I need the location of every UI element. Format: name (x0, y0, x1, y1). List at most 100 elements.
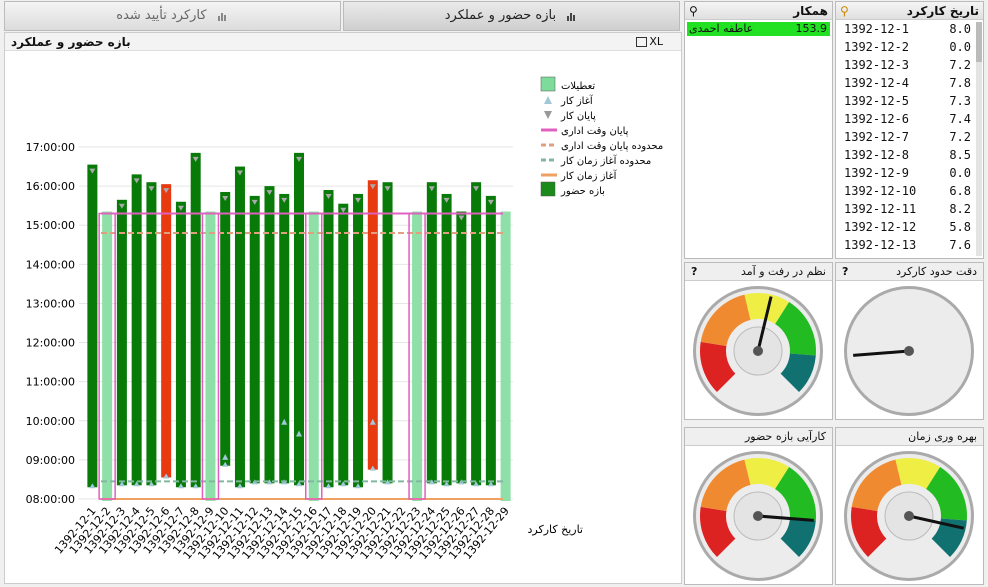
legend-item: آغاز زمان کار (541, 169, 618, 182)
date-list-value: 8.0 (949, 22, 971, 36)
start-marker (89, 483, 96, 489)
date-list-row[interactable]: 1392-12-13 7.6 (836, 236, 975, 254)
chart-header: بازه حضور و عملکرد XL (5, 33, 681, 51)
start-marker (266, 479, 273, 485)
date-list-row[interactable]: 1392-12-6 7.4 (836, 110, 975, 128)
date-list-row[interactable]: 1392-12-7 7.2 (836, 128, 975, 146)
gauge-segment (700, 294, 751, 346)
date-list-value: 7.2 (949, 130, 971, 144)
date-list-value: 5.8 (949, 220, 971, 234)
start-marker (325, 483, 332, 489)
y-tick-label: 09:00:00 (26, 454, 75, 467)
date-list-date: 1392-12-4 (844, 76, 910, 90)
attendance-bar (175, 201, 186, 488)
start-marker (133, 481, 140, 487)
gauge-dial (693, 451, 823, 581)
search-icon[interactable]: ⚲ (689, 4, 698, 18)
date-list-row[interactable]: 1392-12-1 8.0 (836, 20, 975, 38)
date-list-value: 7.2 (949, 58, 971, 72)
start-marker (192, 483, 199, 489)
end-marker (177, 205, 184, 211)
end-marker (222, 195, 229, 201)
help-icon[interactable]: ? (842, 265, 849, 278)
end-marker (281, 197, 288, 203)
gauge-title-bar: دقت حدود کارکرد? (836, 263, 983, 281)
y-tick-label: 12:00:00 (26, 337, 75, 350)
attendance-chart: 08:00:00 09:00:00 10:00:00 11:00:00 12:00:00… (26, 76, 663, 562)
date-list-date: 1392-12-1 (844, 22, 910, 36)
date-list-row[interactable]: 1392-12-4 7.8 (836, 74, 975, 92)
legend-item: محدوده آغاز زمان کار (541, 154, 651, 167)
attendance-bar (456, 211, 467, 484)
attendance-bar (190, 152, 201, 488)
date-list-row[interactable]: 1392-12-11 8.2 (836, 200, 975, 218)
attendance-bar (485, 195, 496, 486)
date-list-row[interactable]: 1392-12-9 0.0 (836, 164, 975, 182)
gauge-segment (775, 467, 816, 521)
start-marker (222, 453, 229, 460)
start-marker (369, 418, 376, 425)
attendance-bar (367, 180, 378, 470)
attendance-bar (441, 193, 452, 486)
start-marker (296, 430, 302, 437)
date-list-row[interactable]: 1392-12-5 7.3 (836, 92, 975, 110)
start-marker (163, 473, 170, 479)
attendance-bar (264, 186, 275, 484)
gauge-title: نظم در رفت و آمد (740, 265, 826, 278)
gauge-title: بهره وری زمان (908, 430, 977, 443)
date-list-value: 7.3 (949, 94, 971, 108)
legend-item: آغاز کار (544, 94, 594, 107)
gauge-segment (744, 458, 790, 489)
colleague-title: همکار (793, 4, 828, 18)
attendance-bar (161, 184, 172, 478)
attendance-bar (279, 193, 290, 484)
attendance-bar (131, 174, 142, 486)
end-marker (369, 184, 376, 190)
tab-approved-work[interactable]: کارکرد تأیید شده (4, 1, 341, 31)
colleague-row[interactable]: عاطفه احمدی 153.9 (687, 22, 830, 36)
tab-attendance-performance[interactable]: بازه حضور و عملکرد (343, 1, 680, 31)
start-marker (428, 479, 435, 485)
start-marker (384, 479, 391, 485)
y-tick-label: 14:00:00 (26, 258, 75, 271)
y-tick-label: 17:00:00 (26, 141, 75, 154)
help-icon[interactable]: ? (691, 265, 698, 278)
end-marker (487, 199, 494, 205)
end-marker (89, 168, 96, 174)
holiday-bar (205, 211, 216, 502)
chart-icon (217, 12, 226, 21)
end-marker (163, 188, 170, 194)
gauge-segment (700, 506, 736, 558)
date-list-row[interactable]: 1392-12-3 7.2 (836, 56, 975, 74)
date-list-row[interactable]: 1392-12-2 0.0 (836, 38, 975, 56)
gauge-title-bar: کارآیی بازه حضور (685, 428, 832, 446)
svg-text:محدوده آغاز زمان کار: محدوده آغاز زمان کار (560, 154, 651, 167)
gauge-dial (844, 451, 974, 581)
start-marker (236, 483, 243, 489)
print-icon[interactable] (636, 37, 647, 47)
y-tick-label: 11:00:00 (26, 376, 75, 389)
date-list-panel: تاریخ کارکرد ⚲ 1392-12-1 8.0 1392-12-2 0.0 1… (835, 1, 984, 259)
excel-export-button[interactable]: XL (649, 35, 663, 48)
date-list-row[interactable]: 1392-12-10 6.8 (836, 182, 975, 200)
date-list-date: 1392-12-7 (844, 130, 910, 144)
end-marker (325, 194, 332, 200)
end-marker (236, 170, 243, 176)
attendance-bar (338, 203, 349, 486)
y-tick-label: 13:00:00 (26, 297, 75, 310)
chart-panel: بازه حضور و عملکرد XL 08:00:00 09:00:00 10… (4, 32, 682, 584)
date-list-row[interactable]: 1392-12-8 8.5 (836, 146, 975, 164)
start-marker (177, 483, 184, 489)
start-marker (296, 481, 302, 487)
end-marker (118, 203, 125, 209)
date-list-value: 7.4 (949, 112, 971, 126)
scrollbar[interactable] (976, 22, 982, 256)
attendance-bar (249, 195, 260, 484)
date-list-date: 1392-12-9 (844, 166, 910, 180)
date-list: 1392-12-1 8.0 1392-12-2 0.0 1392-12-3 7.2 1392… (836, 20, 975, 254)
sort-search-icon[interactable]: ⚲ (840, 4, 849, 18)
start-marker (281, 418, 288, 425)
attendance-bar (234, 166, 245, 488)
svg-text:پایان کار: پایان کار (560, 111, 596, 122)
date-list-row[interactable]: 1392-12-12 5.8 (836, 218, 975, 236)
